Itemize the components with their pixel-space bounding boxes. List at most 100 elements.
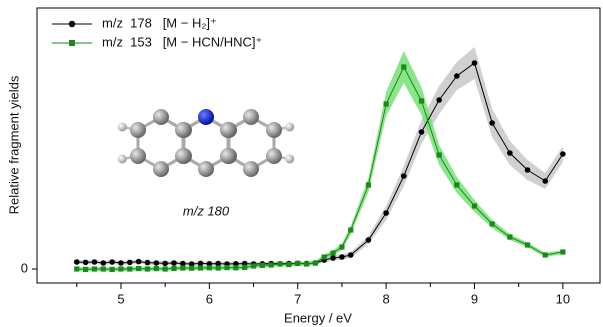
carbon [153, 161, 169, 177]
marker [525, 167, 531, 173]
marker [543, 252, 548, 257]
legend-label: m/z 153 [M − HCN/HNC]⁺ [102, 34, 262, 49]
marker [507, 234, 512, 239]
x-tick-label: 8 [382, 291, 389, 306]
annotation: m/z 180 [183, 203, 230, 218]
marker [127, 260, 133, 266]
marker [242, 265, 247, 270]
marker [277, 261, 282, 266]
carbon [130, 122, 146, 138]
marker [436, 97, 442, 103]
marker [401, 173, 407, 179]
marker [489, 120, 495, 126]
marker [154, 260, 160, 266]
marker [109, 259, 115, 265]
marker [118, 260, 124, 266]
y-tick-label: 0 [21, 260, 28, 275]
marker [216, 265, 221, 270]
carbon [153, 109, 169, 125]
marker [366, 237, 372, 243]
carbon [130, 148, 146, 164]
marker [313, 260, 318, 265]
marker [401, 64, 406, 69]
chart: Relative fragment yields Energy / eV m/z… [0, 0, 603, 327]
x-tick-label: 5 [117, 291, 124, 306]
marker [472, 203, 477, 208]
carbon [243, 161, 259, 177]
marker [233, 265, 238, 270]
marker [330, 250, 335, 255]
marker [224, 265, 229, 270]
marker [74, 266, 79, 271]
marker [136, 266, 141, 271]
carbon [220, 148, 236, 164]
marker [127, 266, 132, 271]
marker [348, 227, 353, 232]
carbon [243, 109, 259, 125]
marker [339, 244, 344, 249]
marker [136, 259, 142, 265]
marker [163, 266, 168, 271]
marker [92, 266, 97, 271]
x-tick-label: 9 [471, 291, 478, 306]
marker [472, 60, 478, 66]
marker [269, 262, 274, 267]
carbon [198, 161, 214, 177]
legend-marker [69, 21, 75, 27]
hydrogen [118, 155, 127, 164]
marker [198, 265, 203, 270]
marker [507, 150, 513, 156]
x-tick-label: 6 [206, 291, 213, 306]
x-axis-label: Energy / eV [284, 310, 352, 325]
marker [101, 266, 106, 271]
hydrogen [285, 155, 294, 164]
marker [154, 266, 159, 271]
marker [207, 265, 212, 270]
marker [525, 242, 530, 247]
hydrogen [118, 122, 127, 131]
marker [419, 98, 424, 103]
marker [419, 129, 425, 135]
marker [145, 260, 151, 266]
carbon [266, 122, 282, 138]
marker [260, 263, 265, 268]
marker [304, 261, 309, 266]
marker [286, 262, 291, 267]
marker [171, 266, 176, 271]
marker [118, 266, 123, 271]
y-axis-label: Relative fragment yields [6, 75, 21, 214]
marker [348, 252, 354, 258]
marker [295, 261, 300, 266]
marker [542, 178, 548, 184]
marker [454, 73, 460, 79]
x-tick-label: 7 [294, 291, 301, 306]
marker [110, 267, 115, 272]
marker [560, 151, 566, 157]
carbon [266, 148, 282, 164]
marker [92, 259, 98, 265]
carbon [175, 148, 191, 164]
marker [490, 221, 495, 226]
carbon [175, 122, 191, 138]
marker [74, 259, 80, 265]
marker [180, 265, 185, 270]
error-band [77, 47, 563, 266]
marker [83, 267, 88, 272]
nitrogen [198, 109, 214, 125]
marker [198, 261, 204, 267]
marker [560, 249, 565, 254]
marker [251, 263, 256, 268]
marker [366, 182, 371, 187]
marker [145, 266, 150, 271]
marker [339, 254, 345, 260]
marker [384, 101, 389, 106]
marker [171, 260, 177, 266]
marker [330, 255, 336, 261]
marker [383, 210, 389, 216]
marker [189, 266, 194, 271]
hydrogen [285, 122, 294, 131]
marker [83, 260, 89, 266]
legend-label: m/z 178 [M − H₂]⁺ [102, 15, 217, 30]
marker [437, 152, 442, 157]
marker [322, 254, 327, 259]
